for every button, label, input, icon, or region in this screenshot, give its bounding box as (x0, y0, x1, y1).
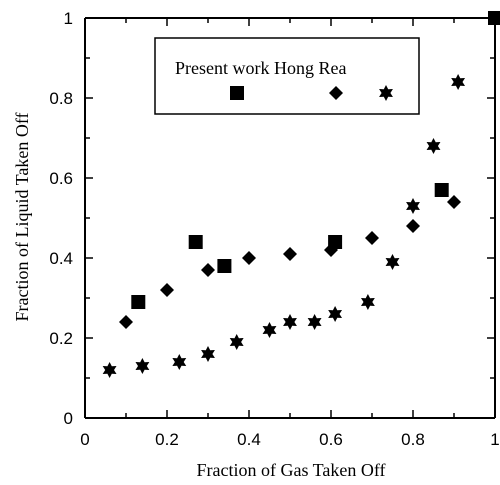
data-point-star (406, 198, 420, 214)
data-markers (102, 11, 500, 378)
y-tick-label: 0.8 (49, 89, 73, 108)
data-point-star (172, 354, 187, 370)
data-point-star (451, 74, 466, 90)
x-tick-label: 0.6 (319, 430, 343, 449)
x-tick-label: 0.8 (401, 430, 425, 449)
tick-labels: 0 0.2 0.4 0.6 0.8 1 0 0.2 0.4 0.6 0.8 1 (49, 9, 499, 449)
data-point-diamond (242, 251, 256, 265)
y-axis-title: Fraction of Liquid Taken Off (12, 112, 32, 321)
data-point-square (488, 11, 500, 25)
legend-markers (230, 85, 393, 101)
legend-marker-diamond (329, 86, 343, 100)
data-point-star (283, 314, 297, 330)
legend-box (154, 37, 420, 115)
x-tick-label: 0.4 (237, 430, 261, 449)
data-point-star (102, 362, 117, 378)
ticks (84, 17, 496, 419)
y-tick-label: 0.4 (49, 249, 73, 268)
y-tick-label: 0.6 (49, 169, 73, 188)
legend: Present work Hong Rea (154, 37, 420, 115)
data-point-diamond (201, 263, 215, 277)
legend-text: Present work Hong Rea (175, 58, 346, 78)
data-point-square (434, 183, 449, 197)
data-point-diamond (283, 247, 297, 261)
data-point-diamond (160, 283, 174, 297)
data-point-diamond (406, 219, 420, 233)
legend-marker-star (379, 85, 393, 101)
data-point-star (135, 358, 150, 374)
data-point-star (229, 334, 244, 350)
x-tick-label: 0 (80, 430, 89, 449)
data-point-diamond (324, 243, 338, 257)
data-point-star (426, 138, 441, 154)
x-tick-label: 1 (490, 430, 499, 449)
y-tick-label: 0 (64, 409, 73, 428)
y-tick-label: 0.2 (49, 329, 73, 348)
data-point-star (262, 322, 277, 338)
data-point-star (360, 294, 375, 310)
data-point-square (217, 259, 232, 273)
data-point-diamond (119, 315, 133, 329)
x-tick-label: 0.2 (155, 430, 179, 449)
data-point-diamond (365, 231, 379, 245)
legend-marker-square (230, 86, 244, 100)
y-tick-label: 1 (64, 9, 73, 28)
data-point-star (385, 254, 400, 270)
data-point-square (188, 235, 203, 249)
data-point-star (328, 306, 343, 322)
data-point-star (201, 346, 215, 362)
data-point-diamond (447, 195, 461, 209)
data-point-square (131, 295, 146, 309)
x-axis-title: Fraction of Gas Taken Off (196, 460, 385, 480)
data-point-star (307, 314, 322, 330)
